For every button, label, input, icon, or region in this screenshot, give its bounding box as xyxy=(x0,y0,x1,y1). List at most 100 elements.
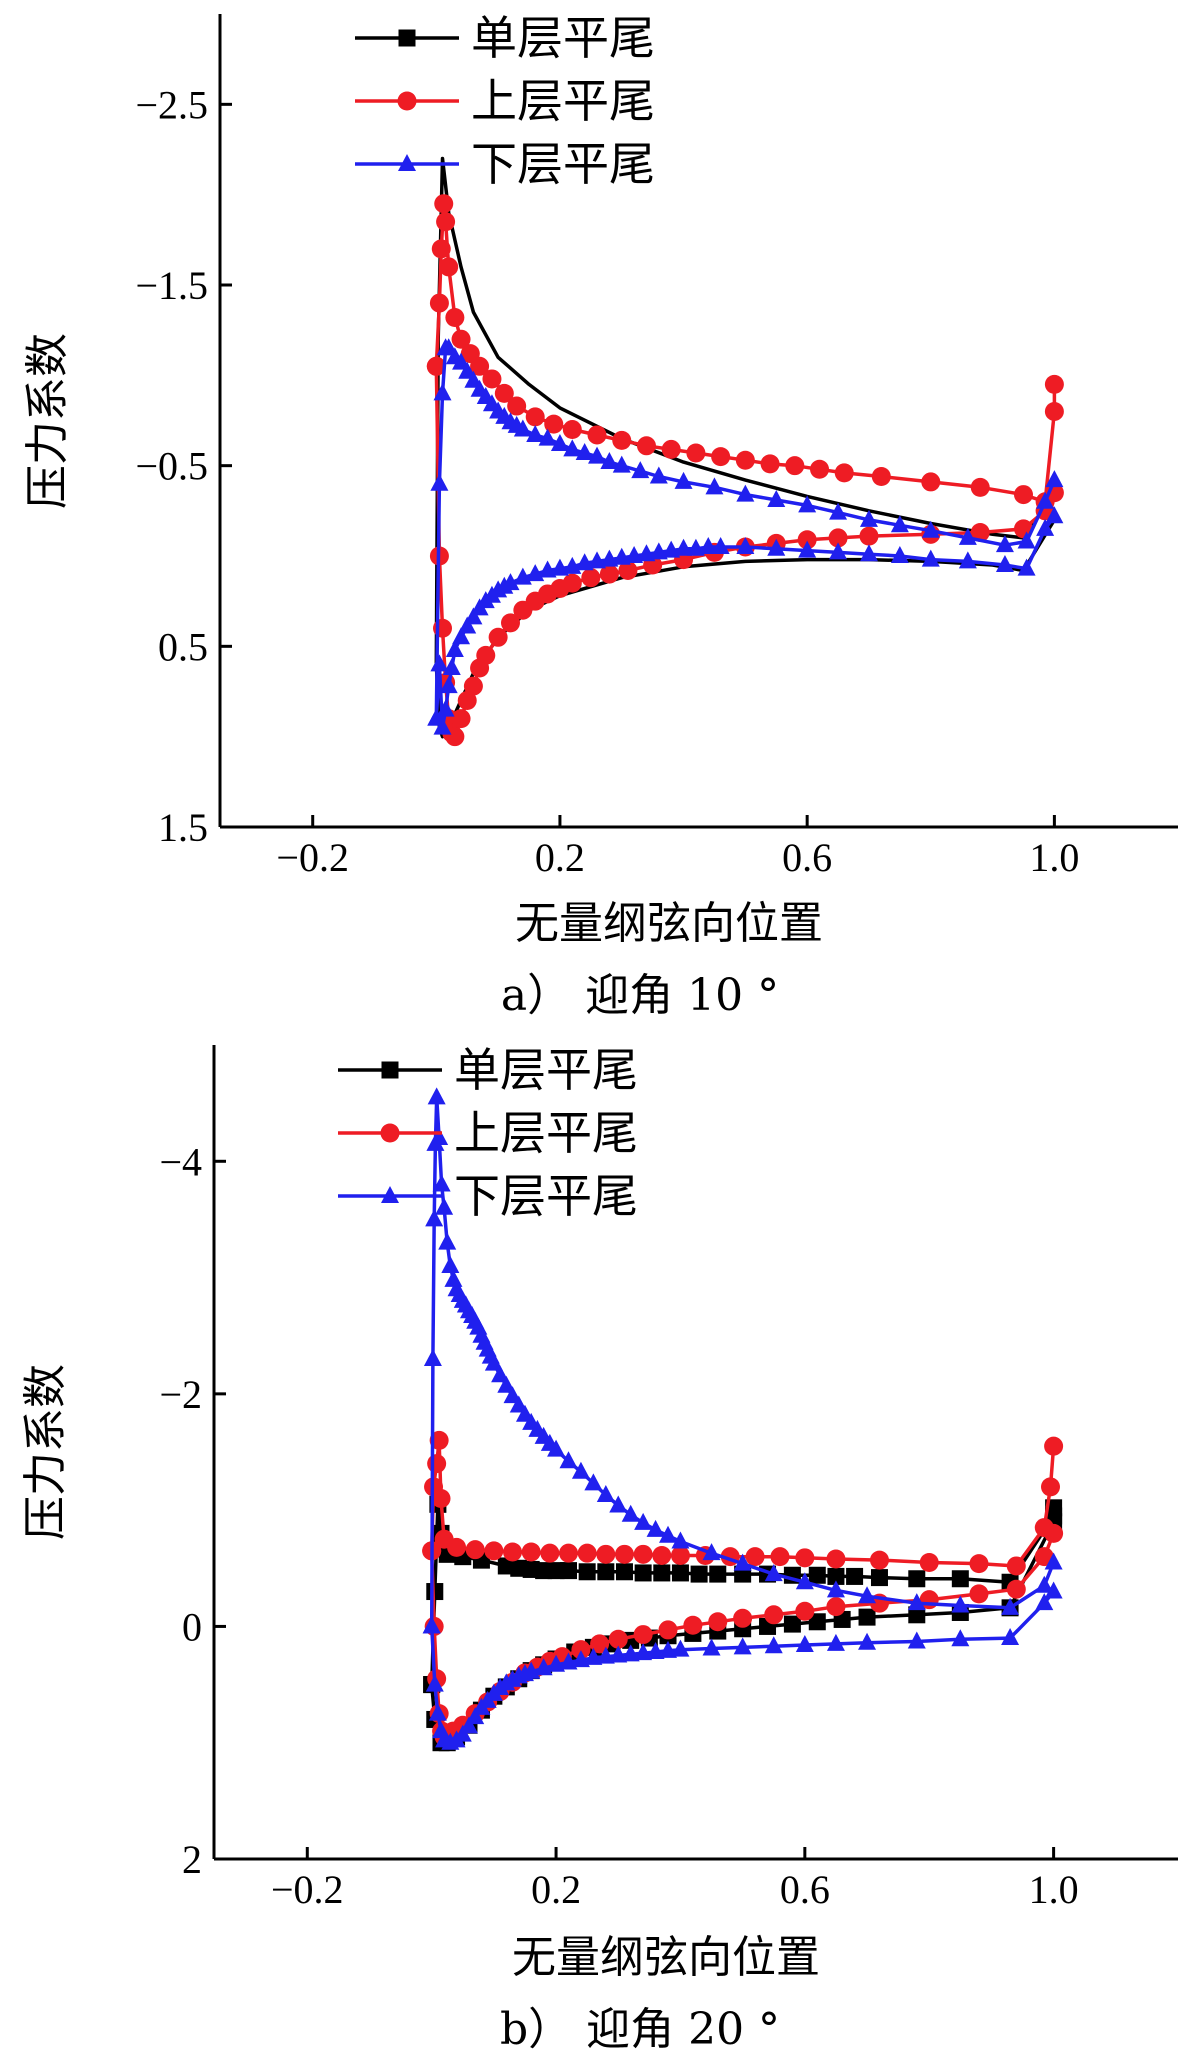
x-axis-title: 无量纲弦向位置 xyxy=(515,898,823,949)
data-point xyxy=(429,1430,449,1450)
data-point xyxy=(958,551,977,569)
data-point xyxy=(438,1232,457,1250)
data-point xyxy=(442,658,461,676)
data-point xyxy=(1045,470,1064,488)
data-point xyxy=(550,433,569,451)
legend-marker xyxy=(380,1123,400,1143)
data-point xyxy=(1044,1581,1063,1599)
data-point xyxy=(659,1640,678,1658)
x-tick-label: 0.2 xyxy=(531,1867,581,1912)
data-point xyxy=(427,1087,446,1105)
legend-label: 下层平尾 xyxy=(471,137,655,191)
data-point xyxy=(634,1643,653,1661)
data-point xyxy=(921,472,941,492)
data-point xyxy=(652,1545,672,1565)
data-point xyxy=(859,526,879,546)
data-point xyxy=(785,456,805,476)
data-point xyxy=(625,546,644,563)
data-point xyxy=(636,436,656,456)
data-point xyxy=(859,544,878,562)
data-point xyxy=(618,560,638,580)
data-point xyxy=(634,1512,653,1530)
data-point xyxy=(1036,518,1055,536)
data-point xyxy=(590,1634,610,1654)
data-point xyxy=(736,484,755,502)
data-point xyxy=(958,527,977,545)
data-point xyxy=(575,553,594,571)
x-tick-label: −0.2 xyxy=(271,1867,344,1912)
data-point xyxy=(711,447,731,467)
data-point xyxy=(439,257,459,277)
data-point xyxy=(562,420,582,440)
data-point xyxy=(588,446,607,464)
plot-area xyxy=(422,1087,1064,1752)
data-point xyxy=(733,1553,752,1571)
data-point xyxy=(859,509,878,527)
data-point xyxy=(770,1547,790,1567)
data-point xyxy=(497,1375,516,1393)
data-point xyxy=(951,1595,970,1613)
data-point xyxy=(951,1570,969,1588)
data-point xyxy=(459,1716,478,1734)
data-point xyxy=(425,1674,444,1692)
plot-area xyxy=(426,156,1064,747)
data-point xyxy=(795,1635,814,1653)
data-point xyxy=(908,1606,926,1624)
data-point xyxy=(1044,1523,1064,1543)
legend-marker xyxy=(381,1186,399,1203)
data-point xyxy=(921,549,940,567)
y-tick-label: −4 xyxy=(159,1139,202,1184)
data-point xyxy=(826,1580,845,1598)
data-point xyxy=(828,528,848,548)
data-point xyxy=(969,1584,989,1604)
data-point xyxy=(686,538,705,556)
data-point xyxy=(995,535,1014,553)
data-point xyxy=(577,1543,597,1563)
legend-item: 单层平尾 xyxy=(338,1043,638,1097)
legend-item: 下层平尾 xyxy=(338,1169,638,1223)
data-point xyxy=(427,1454,447,1474)
data-point xyxy=(702,1543,721,1561)
data-point xyxy=(436,699,455,717)
data-point xyxy=(458,616,477,634)
data-point xyxy=(745,1547,765,1567)
data-point xyxy=(969,1554,989,1574)
data-point xyxy=(433,717,452,735)
legend-label: 下层平尾 xyxy=(454,1169,638,1223)
data-point xyxy=(476,645,496,665)
data-point xyxy=(633,1625,653,1645)
data-point xyxy=(596,1544,616,1564)
data-point xyxy=(445,639,464,657)
data-point xyxy=(600,452,619,470)
data-point xyxy=(671,1531,690,1549)
data-point xyxy=(760,454,780,474)
data-point xyxy=(525,407,545,427)
data-point xyxy=(612,455,631,473)
data-point xyxy=(513,419,532,437)
data-point xyxy=(428,1703,447,1721)
data-point xyxy=(951,1629,970,1647)
data-point xyxy=(439,676,458,694)
data-point xyxy=(560,1562,578,1580)
series-2 xyxy=(422,1430,1064,1747)
data-point xyxy=(829,502,848,520)
data-point xyxy=(671,1639,690,1657)
data-point xyxy=(452,627,471,645)
y-axis-title: 压力系数 xyxy=(22,333,73,509)
data-point xyxy=(559,1543,579,1563)
data-point xyxy=(764,1605,784,1625)
data-point xyxy=(1013,519,1033,539)
data-point xyxy=(464,607,483,625)
data-point xyxy=(869,1550,889,1570)
y-tick-label: −2 xyxy=(159,1372,202,1417)
legend-item: 上层平尾 xyxy=(355,74,655,128)
legend-label: 单层平尾 xyxy=(471,11,655,65)
data-point xyxy=(1006,1556,1026,1576)
data-point xyxy=(441,1255,460,1273)
data-point xyxy=(846,1567,864,1585)
data-point xyxy=(1044,1552,1063,1570)
chart-caption: a） 迎角 10 ° xyxy=(501,970,779,1021)
legend-label: 上层平尾 xyxy=(471,74,655,128)
